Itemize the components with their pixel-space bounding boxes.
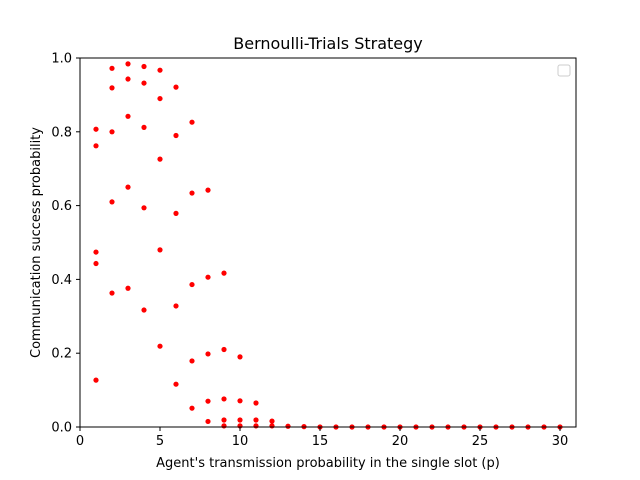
data-point <box>221 396 227 402</box>
data-point <box>237 398 243 404</box>
data-point <box>269 418 275 424</box>
data-point <box>237 354 243 360</box>
data-point <box>253 400 259 406</box>
x-axis-ticks: 0 5 10 15 20 25 30 <box>76 427 568 449</box>
data-point <box>125 285 131 291</box>
data-point <box>141 307 147 313</box>
data-point <box>157 67 163 73</box>
data-point <box>189 119 195 125</box>
data-point <box>173 84 179 90</box>
data-point <box>205 187 211 193</box>
data-point <box>109 85 115 91</box>
data-point <box>205 351 211 357</box>
y-tick-label: 0.0 <box>51 421 72 436</box>
data-point <box>125 113 131 119</box>
data-point <box>141 205 147 211</box>
data-point <box>141 80 147 86</box>
data-point <box>93 377 99 383</box>
data-point <box>221 346 227 353</box>
data-point <box>173 381 179 387</box>
x-tick-label: 10 <box>232 434 249 449</box>
data-point <box>205 274 211 280</box>
data-point <box>109 199 115 205</box>
data-point <box>221 417 227 423</box>
y-tick-label: 0.4 <box>51 273 72 288</box>
plot-frame <box>79 57 577 428</box>
data-point <box>189 358 195 364</box>
x-tick-label: 5 <box>156 434 164 449</box>
data-point <box>189 281 195 288</box>
x-axis-label: Agent's transmission probability in the … <box>156 456 500 471</box>
x-tick-label: 25 <box>472 434 489 449</box>
data-point <box>237 417 243 423</box>
data-point <box>221 270 227 276</box>
data-point <box>93 249 99 255</box>
data-point <box>125 184 131 190</box>
data-point <box>157 95 163 102</box>
data-point <box>141 63 147 70</box>
data-point <box>109 129 115 135</box>
data-point <box>173 210 179 216</box>
data-point <box>253 417 259 423</box>
data-point <box>125 76 131 82</box>
y-tick-label: 0.6 <box>51 199 72 214</box>
y-tick-label: 0.8 <box>51 125 72 140</box>
data-point <box>205 418 211 425</box>
data-point <box>125 61 131 67</box>
x-tick-label: 0 <box>76 434 84 449</box>
legend-box <box>557 64 571 77</box>
y-tick-label: 0.2 <box>51 347 72 362</box>
data-point <box>173 132 179 139</box>
y-tick-label: 1.0 <box>51 52 72 67</box>
data-point <box>253 423 259 429</box>
data-point <box>93 143 99 149</box>
data-point <box>157 156 163 162</box>
chart-title: Bernoulli-Trials Strategy <box>233 34 423 53</box>
data-point <box>157 247 163 253</box>
data-point <box>93 126 99 132</box>
data-point <box>285 423 291 429</box>
data-point <box>269 423 275 429</box>
data-point <box>173 303 179 309</box>
data-point <box>221 423 227 429</box>
y-axis-ticks: 0.0 0.2 0.4 0.6 0.8 1.0 <box>51 52 80 436</box>
x-tick-label: 20 <box>392 434 409 449</box>
data-point <box>93 260 99 267</box>
data-point <box>157 343 163 349</box>
data-point <box>141 124 147 130</box>
y-axis-label: Communication success probability <box>29 127 44 358</box>
x-tick-label: 30 <box>552 434 569 449</box>
data-point <box>109 65 115 71</box>
data-point <box>205 398 211 404</box>
x-tick-label: 15 <box>312 434 329 449</box>
data-point <box>189 190 195 196</box>
data-point <box>189 405 195 411</box>
data-point <box>109 290 115 296</box>
